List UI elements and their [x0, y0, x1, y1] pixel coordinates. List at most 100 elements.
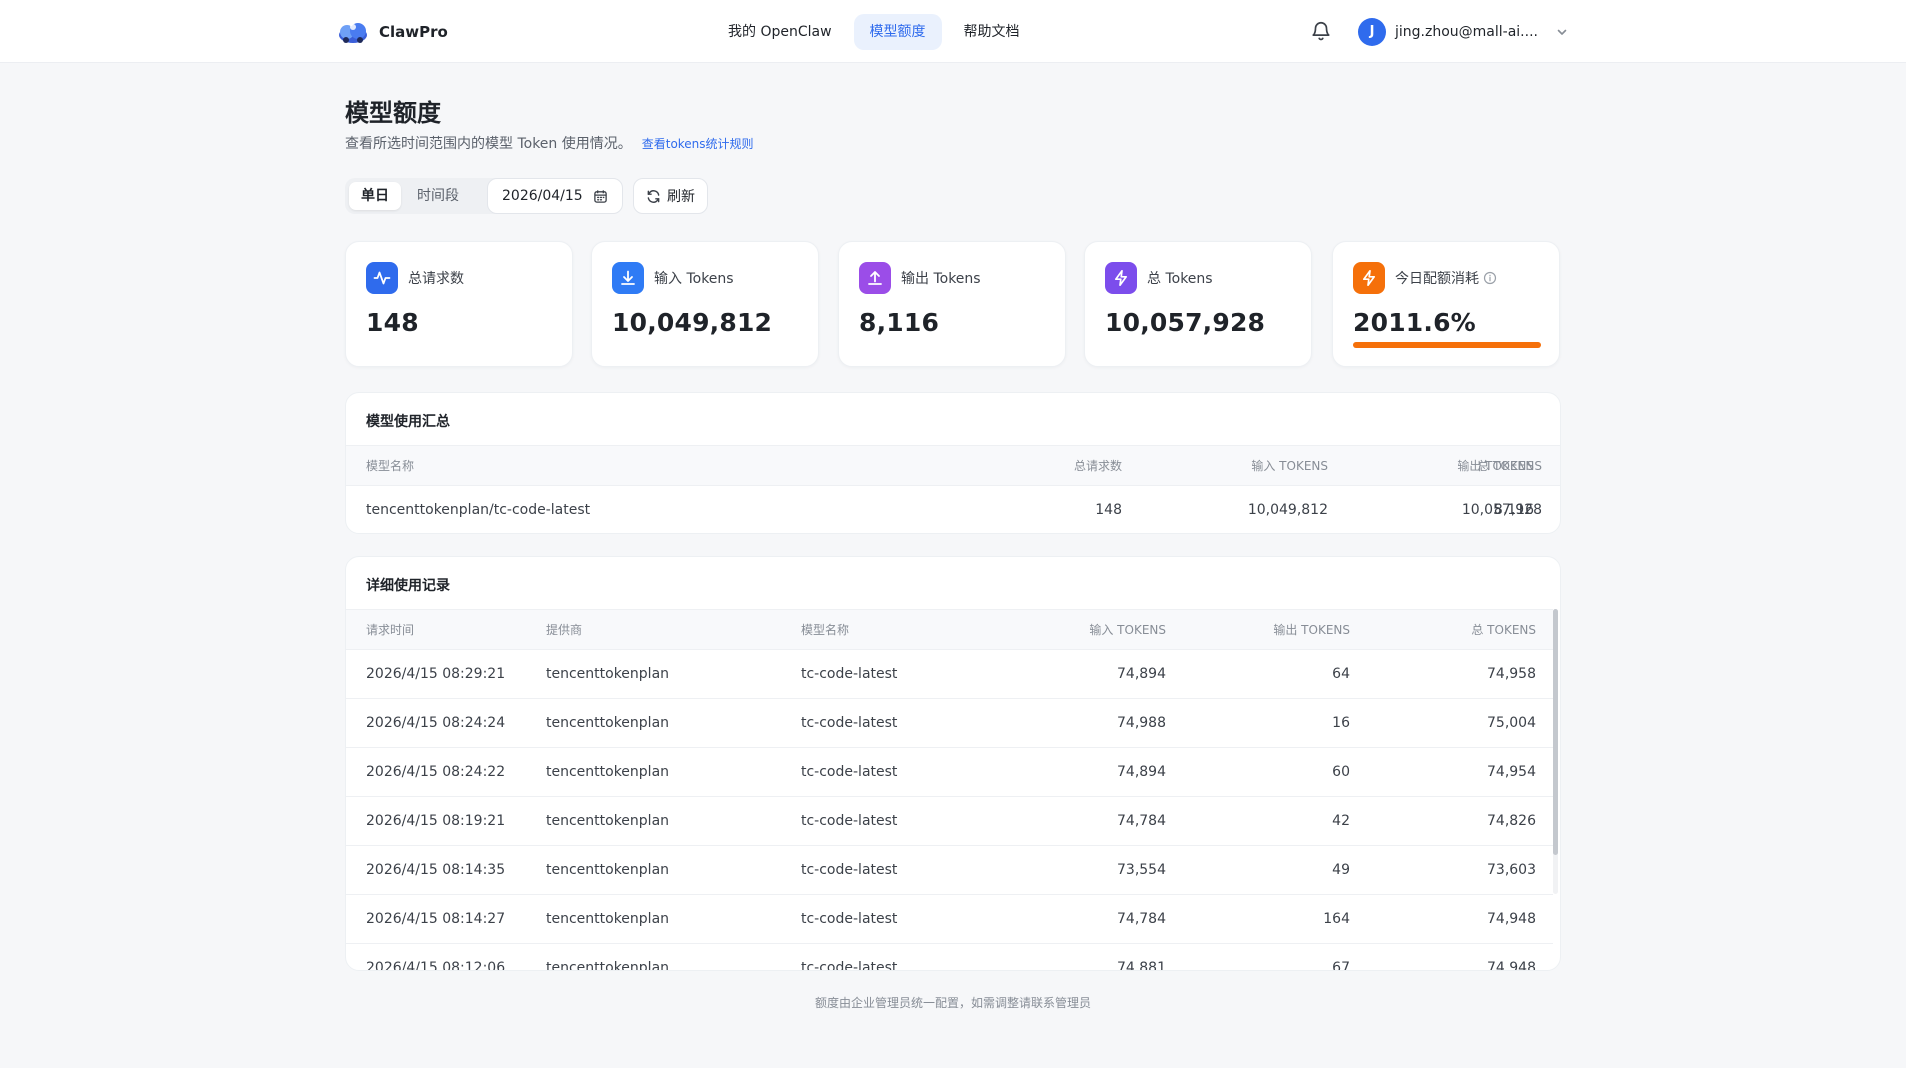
col-provider: 提供商: [546, 623, 583, 637]
stat-value: 10,049,812: [612, 308, 773, 337]
cell-output: 8,116: [1493, 502, 1534, 518]
brand[interactable]: ClawPro: [337, 17, 448, 47]
nav-my-openclaw[interactable]: 我的 OpenClaw: [728, 24, 832, 40]
details-scrollbar-thumb[interactable]: [1553, 609, 1558, 855]
bell-icon[interactable]: [1310, 20, 1332, 42]
stat-card-total-requests: 总请求数 148: [345, 241, 573, 367]
refresh-icon: [647, 189, 660, 203]
cell-model: tc-code-latest: [801, 911, 898, 927]
col-model-name: 模型名称: [801, 623, 850, 637]
summary-table-header: 模型名称 总请求数 输入 TOKENS 输出 TOKENS 总 TOKENS: [346, 445, 1560, 486]
user-menu[interactable]: J jing.zhou@mall-ai....: [1358, 17, 1569, 47]
col-input-tokens: 输入 TOKENS: [1251, 459, 1328, 473]
cell-provider: tencenttokenplan: [546, 911, 670, 927]
cell-model: tc-code-latest: [801, 862, 898, 878]
cell-provider: tencenttokenplan: [546, 666, 670, 682]
stat-card-input-tokens: 输入 Tokens 10,049,812: [591, 241, 819, 367]
mode-single-day[interactable]: 单日: [349, 182, 401, 210]
table-row: 2026/4/15 08:14:35 tencenttokenplan tc-c…: [346, 846, 1553, 895]
cell-input: 74,881: [1117, 960, 1166, 971]
details-scrollbar[interactable]: [1553, 609, 1558, 894]
cell-provider: tencenttokenplan: [546, 715, 670, 731]
cell-input: 10,049,812: [1247, 502, 1328, 518]
refresh-button[interactable]: 刷新: [633, 178, 708, 214]
info-icon[interactable]: [1483, 271, 1497, 285]
quota-progress-bar: [1353, 342, 1541, 348]
details-title: 详细使用记录: [366, 578, 450, 594]
cell-time: 2026/4/15 08:14:27: [366, 911, 506, 927]
cell-output: 164: [1323, 911, 1350, 927]
activity-icon: [366, 262, 398, 294]
stat-label: 总请求数: [408, 271, 464, 287]
cell-output: 64: [1332, 666, 1350, 682]
cell-requests: 148: [1095, 502, 1122, 518]
cell-output: 60: [1332, 764, 1350, 780]
download-icon: [612, 262, 644, 294]
table-row: tencenttokenplan/tc-code-latest 148 10,0…: [346, 486, 1560, 533]
chevron-down-icon: [1557, 29, 1567, 35]
col-requests: 总请求数: [1073, 459, 1122, 473]
cell-output: 49: [1332, 862, 1350, 878]
cell-total: 74,954: [1487, 764, 1536, 780]
cell-model: tencenttokenplan/tc-code-latest: [366, 502, 591, 518]
details-table-header: 请求时间 提供商 模型名称 输入 TOKENS 输出 TOKENS 总 TOKE…: [346, 609, 1553, 650]
date-picker[interactable]: 2026/04/15: [487, 178, 623, 214]
table-row: 2026/4/15 08:14:27 tencenttokenplan tc-c…: [346, 895, 1553, 944]
usage-detail-panel: 详细使用记录 请求时间 提供商 模型名称 输入 TOKENS 输出 TOKENS…: [345, 556, 1561, 971]
date-mode-toggle: 单日 时间段: [345, 178, 541, 214]
cell-total: 74,948: [1487, 960, 1536, 971]
brand-name: ClawPro: [379, 23, 448, 41]
stat-card-total-tokens: 总 Tokens 10,057,928: [1084, 241, 1312, 367]
table-row: 2026/4/15 08:12:06 tencenttokenplan tc-c…: [346, 944, 1553, 971]
cell-output: 16: [1332, 715, 1350, 731]
cell-provider: tencenttokenplan: [546, 813, 670, 829]
mode-time-range[interactable]: 时间段: [417, 188, 459, 204]
date-value: 2026/04/15: [502, 188, 583, 204]
cell-time: 2026/4/15 08:24:24: [366, 715, 506, 731]
stat-label: 今日配额消耗: [1395, 271, 1479, 287]
table-row: 2026/4/15 08:29:21 tencenttokenplan tc-c…: [346, 650, 1553, 699]
cell-input: 74,784: [1117, 813, 1166, 829]
calendar-icon: [593, 189, 607, 203]
nav-model-quota[interactable]: 模型额度: [853, 14, 942, 50]
table-row: 2026/4/15 08:24:24 tencenttokenplan tc-c…: [346, 699, 1553, 748]
stat-card-output-tokens: 输出 Tokens 8,116: [838, 241, 1066, 367]
page-subtitle: 查看所选时间范围内的模型 Token 使用情况。 查看tokens统计规则: [345, 133, 754, 153]
page-title: 模型额度: [345, 99, 441, 127]
stat-label: 输入 Tokens: [654, 271, 734, 287]
cell-time: 2026/4/15 08:12:06: [366, 960, 506, 971]
cell-model: tc-code-latest: [801, 715, 898, 731]
cell-total: 74,958: [1487, 666, 1536, 682]
cell-total: 73,603: [1487, 862, 1536, 878]
avatar: J: [1358, 18, 1386, 46]
col-total-tokens: 总 TOKENS: [1477, 459, 1542, 473]
cell-time: 2026/4/15 08:29:21: [366, 666, 506, 682]
cell-provider: tencenttokenplan: [546, 960, 670, 971]
lightning-icon: [1353, 262, 1385, 294]
col-request-time: 请求时间: [366, 623, 415, 637]
quota-progress-fill: [1353, 342, 1541, 348]
main-nav: 我的 OpenClaw 模型额度 帮助文档: [712, 14, 1036, 50]
upload-icon: [859, 262, 891, 294]
col-total-tokens: 总 TOKENS: [1471, 623, 1536, 637]
clawpro-logo-icon: [339, 23, 367, 43]
cell-input: 74,894: [1117, 764, 1166, 780]
table-row: 2026/4/15 08:24:22 tencenttokenplan tc-c…: [346, 748, 1553, 797]
nav-help-docs[interactable]: 帮助文档: [963, 24, 1020, 40]
stat-label: 总 Tokens: [1147, 271, 1213, 287]
cell-input: 74,784: [1117, 911, 1166, 927]
cell-provider: tencenttokenplan: [546, 862, 670, 878]
user-email: jing.zhou@mall-ai....: [1395, 24, 1538, 40]
top-navbar: ClawPro 我的 OpenClaw 模型额度 帮助文档 J jing.zho…: [0, 0, 1906, 63]
tokens-rules-link[interactable]: 查看tokens统计规则: [641, 137, 754, 151]
cell-model: tc-code-latest: [801, 764, 898, 780]
table-row: 2026/4/15 08:19:21 tencenttokenplan tc-c…: [346, 797, 1553, 846]
page-subtitle-text: 查看所选时间范围内的模型 Token 使用情况。: [345, 136, 632, 152]
model-summary-panel: 模型使用汇总 模型名称 总请求数 输入 TOKENS 输出 TOKENS 总 T…: [345, 392, 1561, 534]
cell-model: tc-code-latest: [801, 813, 898, 829]
cell-input: 74,988: [1117, 715, 1166, 731]
col-input-tokens: 输入 TOKENS: [1089, 623, 1166, 637]
stat-value: 2011.6%: [1353, 308, 1476, 337]
cell-model: tc-code-latest: [801, 666, 898, 682]
lightning-icon: [1105, 262, 1137, 294]
